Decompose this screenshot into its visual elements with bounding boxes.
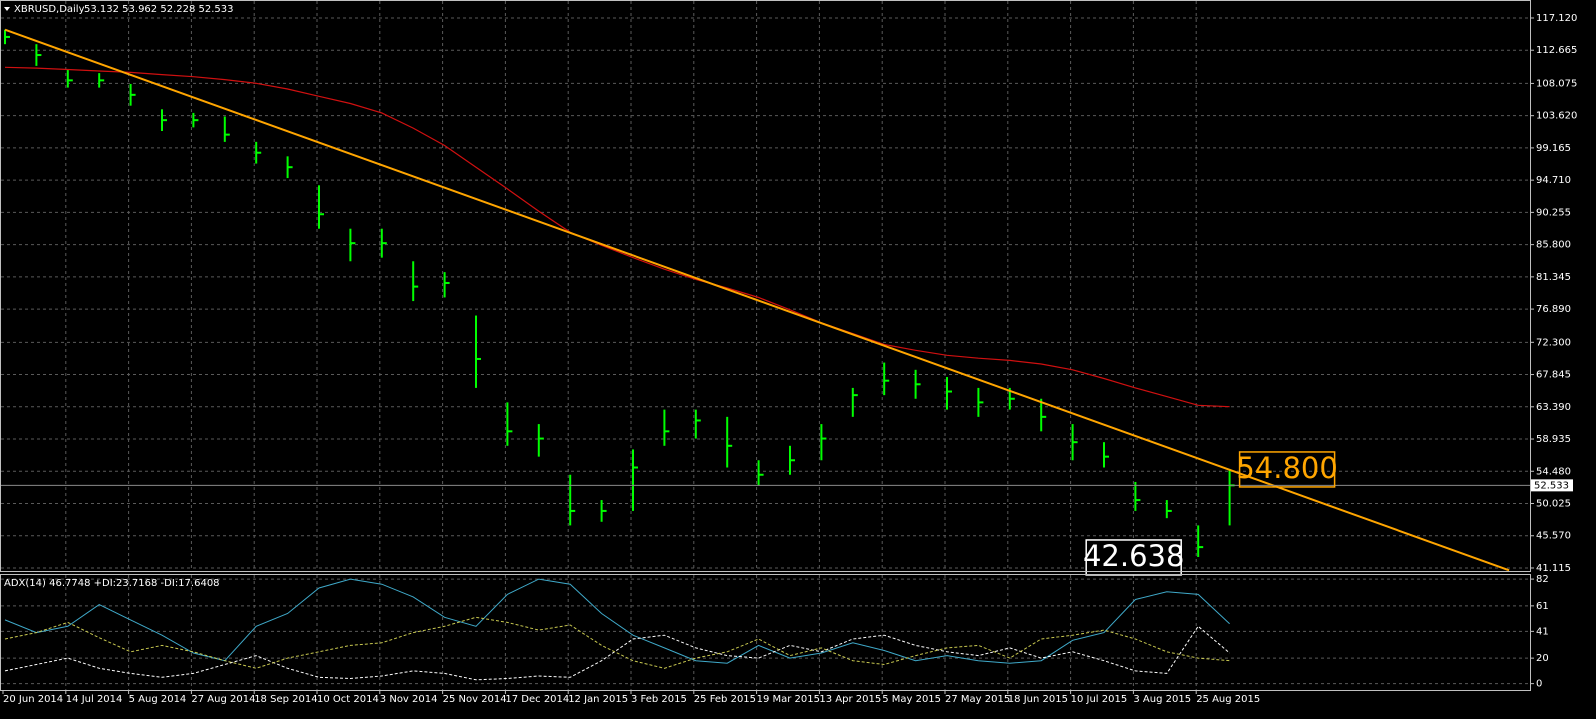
indicator-frame: [0, 574, 1531, 691]
y-tick-label: 82: [1536, 574, 1549, 585]
y-tick-label: 0: [1536, 679, 1542, 690]
y-tick-label: 63.390: [1536, 402, 1571, 413]
indicator-line: [4, 578, 1230, 664]
current-price-box: [1531, 479, 1573, 492]
y-tick-label: 54.480: [1536, 466, 1571, 477]
x-tick-label: 25 Nov 2014: [443, 694, 507, 705]
trendline: [4, 28, 1510, 572]
x-tick-label: 19 Mar 2015: [757, 694, 820, 705]
y-tick-label: 103.620: [1536, 111, 1577, 122]
y-tick-label: 90.255: [1536, 207, 1571, 218]
current-price-label: 52.533: [1534, 480, 1569, 491]
x-tick-label: 25 Feb 2015: [694, 694, 756, 705]
y-tick-label: 45.570: [1536, 531, 1571, 542]
y-tick-label: 50.025: [1536, 499, 1571, 510]
x-tick-label: 3 Feb 2015: [631, 694, 687, 705]
annotation-label: 54.800: [1236, 451, 1337, 485]
x-tick-label: 25 Aug 2015: [1196, 694, 1260, 705]
y-tick-label: 20: [1536, 653, 1549, 664]
y-tick-label: 81.345: [1536, 272, 1571, 283]
y-tick-label: 72.300: [1536, 337, 1571, 348]
y-tick-label: 67.845: [1536, 370, 1571, 381]
indicator-line: [4, 616, 1230, 669]
y-tick-label: 85.800: [1536, 240, 1571, 251]
y-tick-label: 117.120: [1536, 13, 1577, 24]
moving-average: [4, 66, 1230, 408]
annotation-box: [1085, 539, 1182, 576]
y-tick-label: 108.075: [1536, 78, 1577, 89]
plot: 54.800 42.638: [1, 28, 1530, 681]
y-tick-label: 99.165: [1536, 143, 1571, 154]
y-tick-label: 76.890: [1536, 304, 1571, 315]
y-tick-label: 41.115: [1536, 563, 1571, 574]
y-tick-label: 41: [1536, 626, 1549, 637]
annotation-label: 42.638: [1083, 539, 1184, 573]
x-tick-label: 17 Dec 2014: [505, 694, 569, 705]
x-tick-label: 5 Aug 2014: [129, 694, 187, 705]
x-tick-label: 3 Aug 2015: [1133, 694, 1191, 705]
x-tick-label: 27 May 2015: [945, 694, 1010, 705]
x-tick-label: 14 Jul 2014: [66, 694, 123, 705]
y-tick-label: 112.665: [1536, 45, 1577, 56]
x-tick-label: 3 Nov 2014: [380, 694, 438, 705]
symbol-title: XBRUSD,Daily: [14, 4, 85, 15]
x-tick-label: 10 Oct 2014: [317, 694, 379, 705]
quote: 53.132 53.962 52.228 52.533: [84, 4, 234, 15]
x-tick-label: 18 Jun 2015: [1008, 694, 1068, 705]
x-tick-label: 10 Jul 2015: [1071, 694, 1128, 705]
x-tick-label: 27 Aug 2014: [191, 694, 255, 705]
x-tick-label: 13 Apr 2015: [819, 694, 881, 705]
indicator-line: [4, 625, 1230, 681]
menu-arrow[interactable]: [4, 7, 10, 11]
indicator-title: ADX(14) 46.7748 +DI:23.7168 -DI:17.6408: [4, 578, 220, 589]
x-tick-label: 12 Jan 2015: [568, 694, 628, 705]
y-tick-label: 94.710: [1536, 175, 1571, 186]
x-tick-label: 5 May 2015: [882, 694, 941, 705]
main-frame: [0, 0, 1531, 572]
annotation-box: [1238, 451, 1336, 488]
x-tick-label: 18 Sep 2014: [254, 694, 317, 705]
y-tick-label: 61: [1536, 601, 1549, 612]
x-tick-label: 20 Jun 2014: [3, 694, 63, 705]
y-tick-label: 58.935: [1536, 434, 1571, 445]
